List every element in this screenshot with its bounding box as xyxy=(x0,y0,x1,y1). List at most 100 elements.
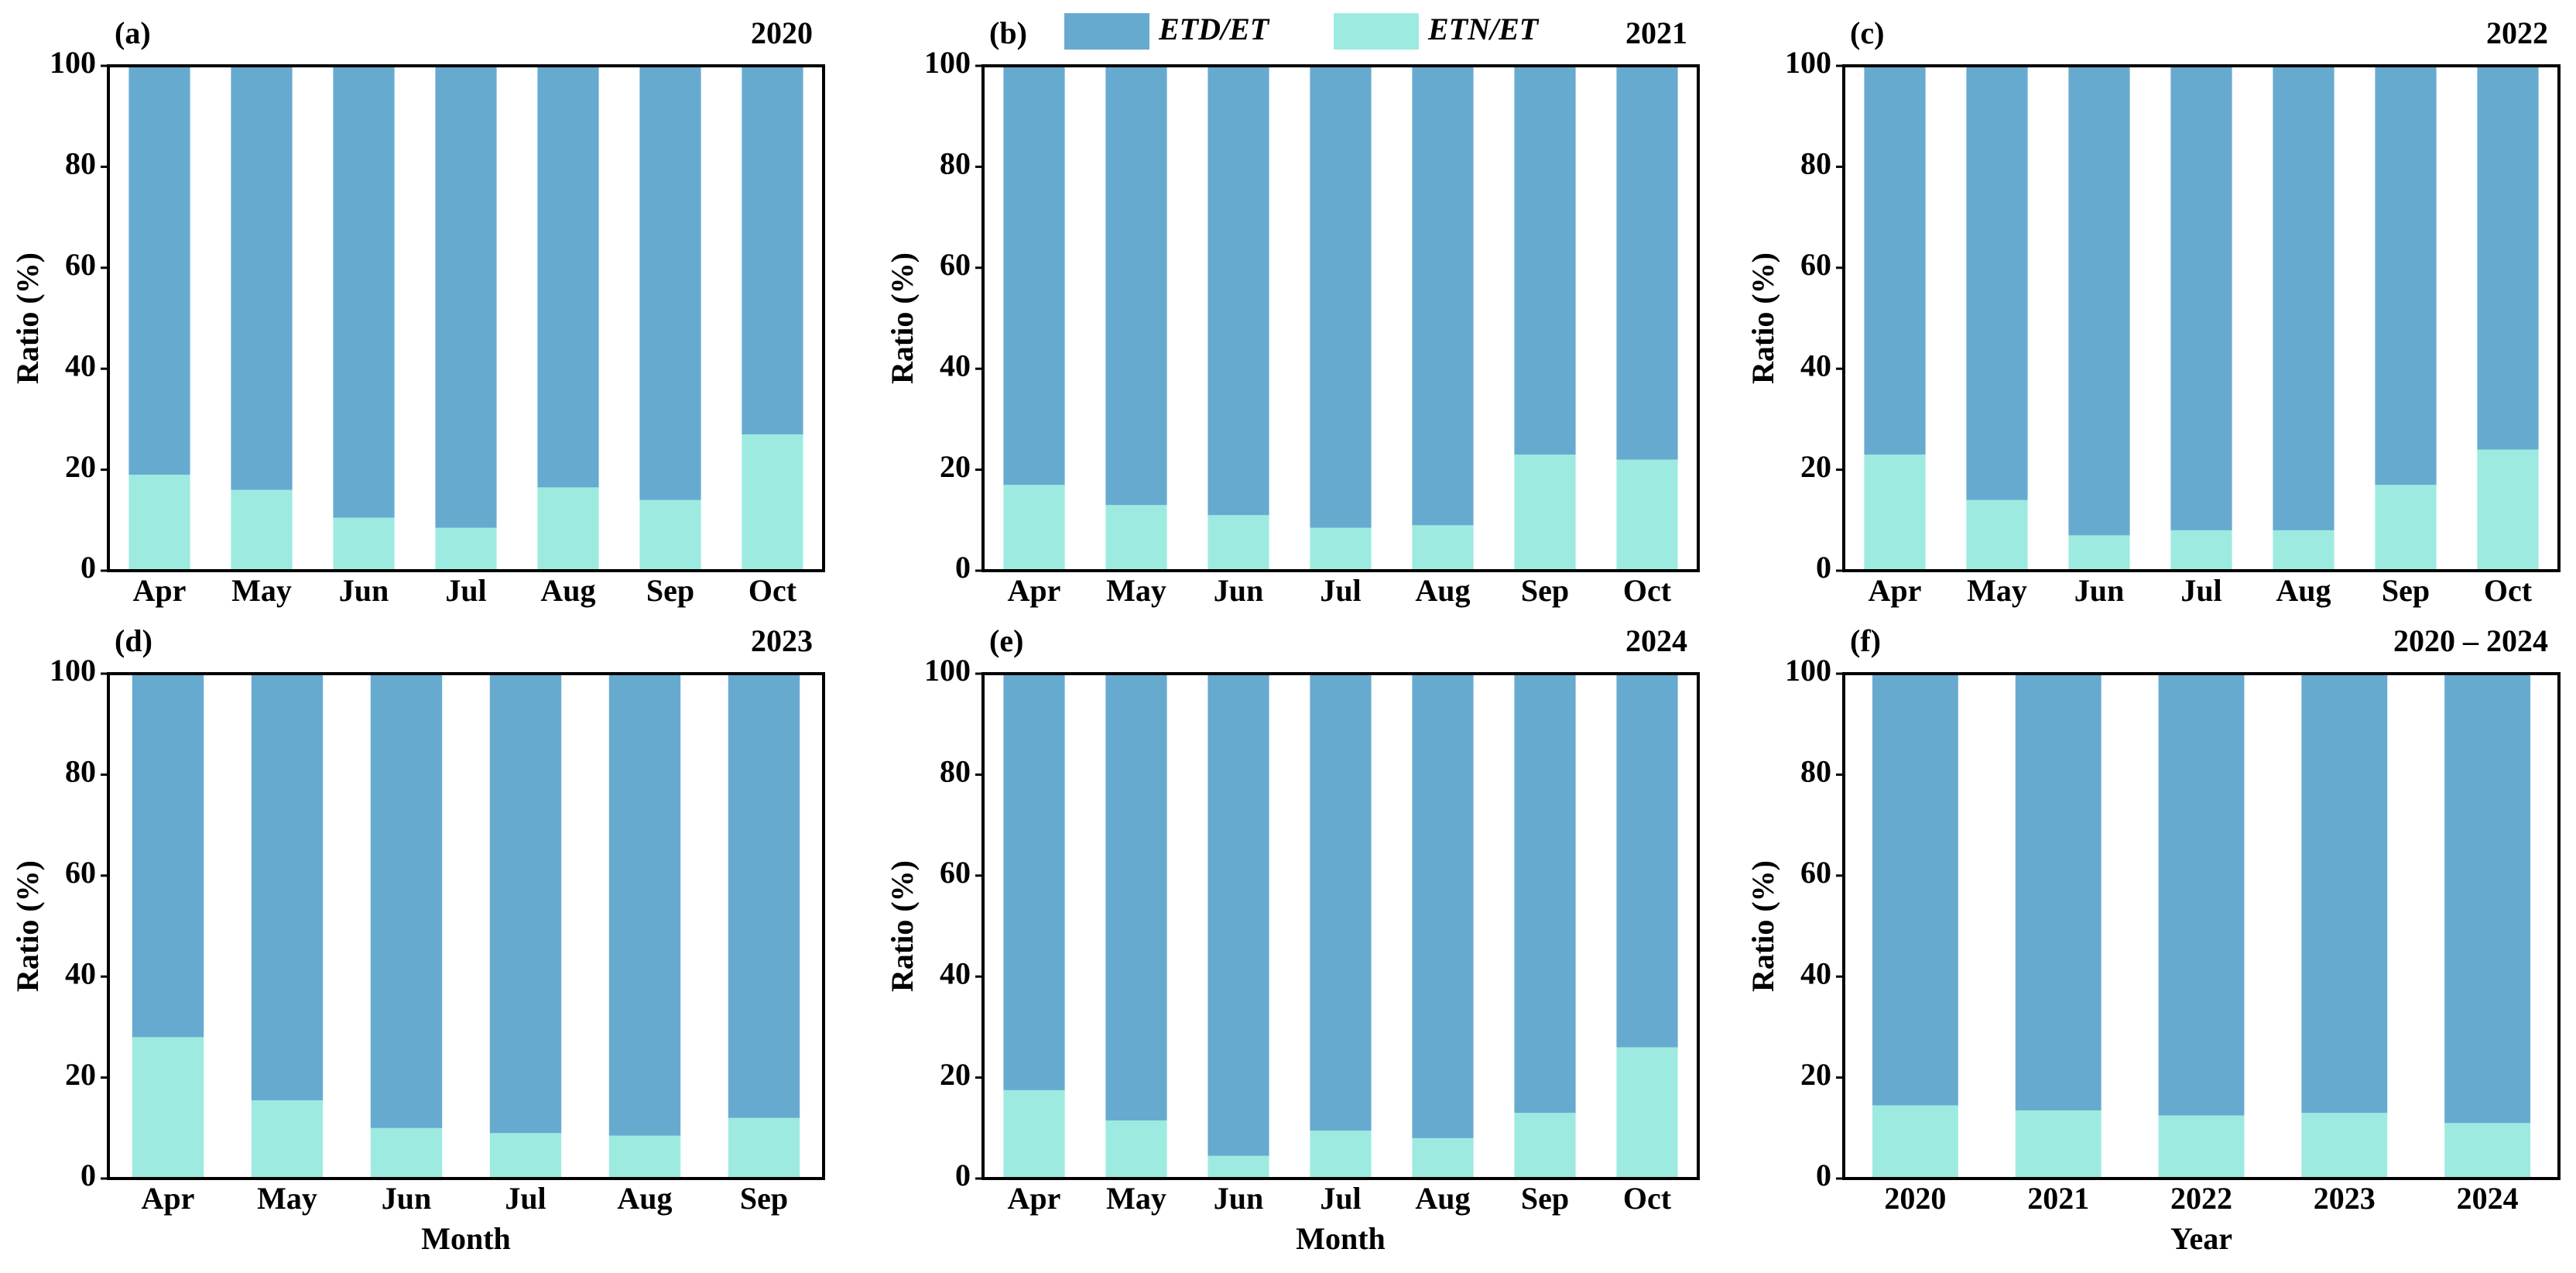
bar-segment xyxy=(333,66,395,518)
panel-label: (f) xyxy=(1850,623,1881,658)
x-tick-label: Apr xyxy=(1008,573,1061,608)
x-tick-label: Aug xyxy=(1415,573,1470,608)
legend-swatch xyxy=(1064,13,1149,50)
bar-segment xyxy=(1412,674,1474,1138)
x-tick-label: Jun xyxy=(1214,573,1264,608)
bar-segment xyxy=(1208,515,1269,571)
bar-segment xyxy=(2015,1110,2102,1179)
bar-segment xyxy=(2375,66,2437,486)
bar-segment xyxy=(537,487,599,571)
y-tick-label: 40 xyxy=(65,348,96,383)
bar-segment xyxy=(537,66,599,488)
x-tick-label: Apr xyxy=(142,1181,195,1216)
bar-segment xyxy=(1864,66,1926,455)
y-tick-label: 80 xyxy=(65,754,96,789)
bar-segment xyxy=(1514,1113,1576,1179)
x-axis-label: Month xyxy=(1296,1221,1386,1256)
bar-segment xyxy=(1105,1120,1167,1179)
panel-title: 2020 – 2024 xyxy=(2393,623,2548,658)
y-tick-label: 60 xyxy=(940,247,971,282)
y-tick-label: 80 xyxy=(940,754,971,789)
x-tick-label: Jun xyxy=(1214,1181,1264,1216)
bar-segment xyxy=(1310,1131,1372,1179)
bar-segment xyxy=(132,674,204,1038)
y-tick-label: 20 xyxy=(1800,1057,1831,1092)
plot-frame xyxy=(107,672,825,1180)
bar-segment xyxy=(608,674,681,1136)
x-tick-label: Aug xyxy=(1415,1181,1470,1216)
bar-segment xyxy=(1864,455,1926,571)
bar-segment xyxy=(1310,66,1372,528)
x-tick-label: 2022 xyxy=(2170,1181,2232,1216)
bar-segment xyxy=(639,499,701,571)
legend-label: ETN/ET xyxy=(1427,12,1540,46)
y-tick-label: 60 xyxy=(1800,855,1831,890)
bar-segment xyxy=(2068,535,2130,571)
bar-segment xyxy=(370,674,443,1128)
plot-frame xyxy=(1842,64,2561,572)
y-tick-label: 0 xyxy=(80,550,96,585)
bar-segment xyxy=(608,1135,681,1179)
x-tick-label: Sep xyxy=(1521,1181,1569,1216)
y-axis-label: Ratio (%) xyxy=(1745,860,1780,992)
bar-segment xyxy=(489,1133,562,1179)
panel-label: (a) xyxy=(115,15,151,50)
panel-label: (c) xyxy=(1850,15,1884,50)
bar-segment xyxy=(2273,530,2334,571)
bar-segment xyxy=(1872,674,1958,1106)
bar-segment xyxy=(489,674,562,1134)
y-tick-label: 40 xyxy=(65,956,96,990)
bar-segment xyxy=(639,66,701,500)
y-tick-label: 20 xyxy=(940,1057,971,1092)
bar-segment xyxy=(742,434,803,571)
x-tick-label: Jun xyxy=(339,573,389,608)
x-tick-label: Jul xyxy=(1320,1181,1361,1216)
x-tick-label: May xyxy=(1106,573,1166,608)
x-tick-label: Aug xyxy=(2276,573,2331,608)
bar-segment xyxy=(2444,1123,2531,1179)
y-tick-label: 60 xyxy=(940,855,971,890)
x-tick-label: Jul xyxy=(2180,573,2221,608)
panel-title: 2024 xyxy=(1625,623,1687,658)
bar-segment xyxy=(2477,449,2539,571)
y-tick-label: 100 xyxy=(50,45,96,80)
y-tick-label: 40 xyxy=(1800,956,1831,990)
bar-segment xyxy=(1616,459,1678,571)
bar-segment xyxy=(1514,455,1576,571)
legend-label: ETD/ET xyxy=(1158,12,1270,46)
bar-segment xyxy=(1966,66,2028,500)
y-tick-label: 0 xyxy=(955,550,971,585)
y-tick-label: 100 xyxy=(1785,45,1831,80)
x-tick-label: Sep xyxy=(646,573,694,608)
y-axis-label: Ratio (%) xyxy=(885,252,920,384)
x-tick-label: Oct xyxy=(1623,1181,1672,1216)
bar-segment xyxy=(435,527,497,571)
x-tick-label: Apr xyxy=(1869,573,1922,608)
y-tick-label: 20 xyxy=(1800,449,1831,484)
bar-segment xyxy=(1208,66,1269,516)
bar-segment xyxy=(1514,66,1576,455)
panel-title: 2021 xyxy=(1625,15,1687,50)
bar-segment xyxy=(1412,525,1474,571)
x-tick-label: Apr xyxy=(133,573,187,608)
y-tick-label: 100 xyxy=(1785,653,1831,688)
y-tick-label: 20 xyxy=(940,449,971,484)
x-tick-label: Jun xyxy=(2074,573,2125,608)
bar-segment xyxy=(1208,1155,1269,1179)
bar-segment xyxy=(1003,674,1065,1090)
bar-segment xyxy=(2170,530,2232,571)
bar-segment xyxy=(1310,674,1372,1131)
bar-segment xyxy=(728,1117,800,1179)
bar-segment xyxy=(2158,1115,2245,1179)
y-tick-label: 0 xyxy=(1816,550,1831,585)
bar-segment xyxy=(128,66,190,475)
x-tick-label: Jul xyxy=(505,1181,546,1216)
y-tick-label: 80 xyxy=(1800,754,1831,789)
y-tick-label: 60 xyxy=(1800,247,1831,282)
x-tick-label: Aug xyxy=(540,573,595,608)
bar-segment xyxy=(2375,485,2437,571)
y-tick-label: 40 xyxy=(940,348,971,383)
bar-segment xyxy=(1616,674,1678,1048)
bar-segment xyxy=(2170,66,2232,530)
